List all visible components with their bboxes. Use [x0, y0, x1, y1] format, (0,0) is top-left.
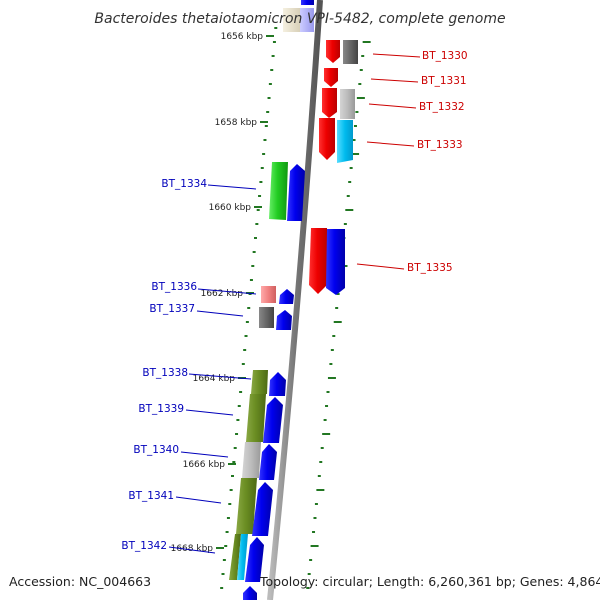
gene-arrow-bt-1333[interactable] — [319, 118, 335, 160]
gene-arrow-bt-1339[interactable] — [263, 397, 283, 443]
gene-arrow-bt-1334[interactable] — [287, 164, 305, 221]
gene-block-partial-lavender — [300, 8, 314, 32]
gene-leader-line — [368, 103, 417, 109]
gene-leader-line — [197, 288, 257, 295]
gene-arrow-bt-1335-feature[interactable] — [326, 229, 345, 295]
gene-arrow-bt-1340[interactable] — [259, 444, 277, 480]
gene-block-bt-1336[interactable] — [261, 286, 276, 303]
gene-leader-line — [175, 496, 222, 504]
forward-strand-genes — [309, 40, 358, 295]
gene-arrow-bt-1336[interactable] — [279, 289, 294, 304]
gene-arrow-bt-1335[interactable] — [309, 228, 327, 294]
gene-label-bt-1336[interactable]: BT_1336 — [151, 281, 197, 293]
gene-label-bt-1340[interactable]: BT_1340 — [133, 444, 179, 456]
gene-leader-line — [180, 451, 229, 458]
gene-label-bt-1334[interactable]: BT_1334 — [161, 178, 207, 190]
gene-block-bt-1332-feature[interactable] — [340, 89, 355, 119]
gene-arrow-bt-1342[interactable] — [245, 537, 264, 582]
gene-leader-line — [196, 310, 244, 317]
gene-block-partial-beige — [283, 8, 300, 32]
gene-block-bt-1338[interactable] — [251, 370, 268, 394]
genome-backbone — [267, 0, 323, 600]
kbp-marker-label: 1658 kbp — [215, 118, 258, 128]
gene-leader-line — [366, 141, 415, 147]
kbp-marker-label: 1664 kbp — [193, 374, 236, 384]
reverse-strand-genes — [229, 162, 305, 600]
map-title: Bacteroides thetaiotaomicron VPI-5482, c… — [94, 11, 505, 27]
gene-arrow-bt-1330[interactable] — [326, 40, 340, 63]
gene-block-bt-1333-feature[interactable] — [337, 120, 353, 163]
gene-arrow-bt-1331[interactable] — [324, 68, 338, 87]
gene-arrow-partial-bottom — [243, 586, 257, 600]
gene-leader-line — [168, 546, 216, 554]
gene-block-bt-1334[interactable] — [269, 162, 288, 220]
gene-label-bt-1337[interactable]: BT_1337 — [149, 303, 195, 315]
gene-label-bt-1338[interactable]: BT_1338 — [142, 367, 188, 379]
gene-label-bt-1342[interactable]: BT_1342 — [121, 540, 167, 552]
gene-leader-line — [207, 184, 257, 190]
kbp-marker-label: 1660 kbp — [209, 203, 252, 213]
gene-leader-line — [356, 263, 405, 270]
gene-label-bt-1330[interactable]: BT_1330 — [422, 50, 468, 62]
kbp-marker-label: 1666 kbp — [183, 460, 226, 470]
gene-block-bt-1341[interactable] — [236, 478, 257, 534]
gene-label-bt-1332[interactable]: BT_1332 — [419, 101, 465, 113]
genome-summary-text: Topology: circular; Length: 6,260,361 bp… — [259, 574, 600, 589]
gene-label-bt-1333[interactable]: BT_1333 — [417, 139, 463, 151]
accession-text: Accession: NC_004663 — [9, 574, 151, 589]
kbp-marker-label: 1668 kbp — [171, 544, 214, 554]
gene-label-bt-1339[interactable]: BT_1339 — [138, 403, 184, 415]
gene-leader-line — [185, 409, 234, 416]
gene-leader-line — [188, 373, 252, 380]
gene-label-bt-1331[interactable]: BT_1331 — [421, 75, 467, 87]
kbp-marker-label: 1656 kbp — [221, 32, 264, 42]
dotted-track-group — [220, 27, 371, 589]
gene-block-bt-1337[interactable] — [259, 307, 274, 328]
gene-label-bt-1341[interactable]: BT_1341 — [128, 490, 174, 502]
gene-block-bt-1330-feature[interactable] — [343, 40, 358, 64]
gene-block-bt-1339[interactable] — [246, 394, 266, 442]
gene-block-partial-blue — [301, 0, 314, 5]
gene-leader-line — [372, 53, 421, 58]
kbp-ruler-labels: 1656 kbp 1658 kbp 1660 kbp 1662 kbp 1664 kbp… — [171, 32, 274, 554]
gene-arrow-bt-1337[interactable] — [276, 310, 292, 330]
gene-arrow-bt-1341[interactable] — [252, 482, 273, 536]
gene-label-group: BT_1330 BT_1331 BT_1332 BT_1333 BT_1335 BT_13… — [121, 50, 468, 554]
gene-block-bt-1340[interactable] — [242, 442, 261, 478]
kbp-marker-label: 1662 kbp — [201, 289, 244, 299]
gene-arrow-bt-1332[interactable] — [322, 88, 337, 118]
gene-arrow-bt-1338[interactable] — [269, 372, 286, 396]
gene-leader-line — [370, 78, 419, 83]
gene-label-bt-1335[interactable]: BT_1335 — [407, 262, 453, 274]
gene-block-bt-1342-feature[interactable] — [237, 534, 248, 580]
